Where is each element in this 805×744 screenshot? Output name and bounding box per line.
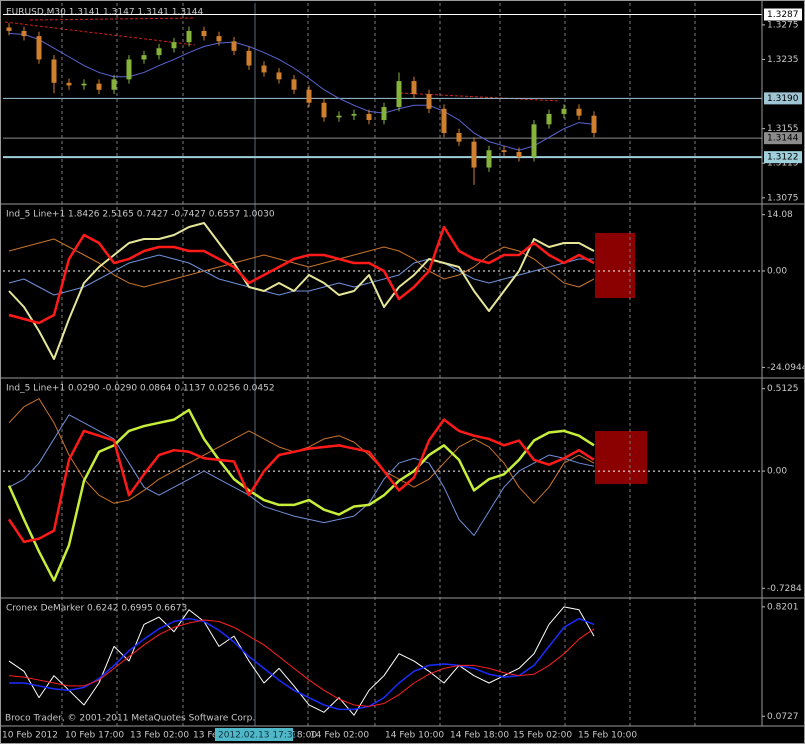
cursor-tag: [215, 728, 293, 741]
candle-body: [576, 108, 582, 116]
indicator-line: [8, 254, 594, 296]
x-tick-label: 14 Feb 10:00: [385, 731, 444, 741]
candle-body: [261, 65, 267, 73]
candle-body: [411, 81, 417, 95]
y-tick-label: 1.3155: [767, 124, 799, 134]
indicator-line: [8, 225, 595, 325]
footer: Broco Trader, © 2001-2011 MetaQuotes Sof…: [5, 714, 255, 724]
candle-body: [396, 81, 402, 108]
y-tick-label: 0.00: [767, 467, 787, 477]
y-tick-label: -24.0944: [767, 363, 805, 373]
x-tick-label: 15 Feb 10:00: [578, 731, 637, 741]
y-tick-label: 1.3275: [767, 20, 799, 30]
pane-title: Cronex DeMarker 0.6242 0.6995 0.6673: [6, 604, 187, 614]
candle-body: [276, 72, 282, 80]
x-tick-label: 14 Feb 02:00: [310, 731, 369, 741]
indicator-line: [8, 238, 595, 288]
candle-body: [531, 124, 537, 158]
level-tag: [764, 92, 802, 105]
candle-body: [561, 108, 567, 114]
level-label: 1.3287: [767, 10, 799, 20]
candle-body: [21, 30, 27, 37]
candle-body: [201, 30, 207, 37]
x-tick-label: 10 Feb 2012: [2, 731, 58, 741]
candle-body: [381, 107, 387, 120]
cursor-label: 2012.02.13 17:30: [218, 731, 299, 741]
candle-body: [216, 36, 222, 42]
candle-body: [501, 150, 507, 152]
y-tick-label: 1.3075: [767, 193, 799, 203]
candle-body: [126, 59, 132, 80]
candle-body: [486, 150, 492, 168]
candle-body: [171, 42, 177, 49]
indicator-line: [7, 418, 595, 544]
level-tag: [764, 151, 802, 164]
candle-body: [441, 108, 447, 133]
candle-body: [231, 41, 237, 51]
candle-body: [291, 79, 297, 90]
candle-body: [51, 59, 57, 83]
indicator-box: [595, 233, 635, 298]
candle-body: [366, 113, 372, 120]
candle-body: [96, 83, 102, 90]
candle-body: [306, 89, 312, 103]
candle-body: [351, 113, 357, 116]
candle-body: [336, 115, 342, 118]
trend-line: [29, 17, 196, 21]
candle-body: [246, 50, 252, 66]
candle-body: [141, 55, 147, 60]
x-tick-label: 13 Feb 02:00: [130, 731, 189, 741]
indicator-line: [8, 222, 595, 360]
level-tag: [764, 8, 802, 21]
y-tick-label: 0.0727: [767, 712, 799, 722]
candle-body: [66, 82, 72, 86]
candle-body: [546, 113, 552, 125]
indicator-line: [8, 606, 595, 716]
y-tick-label: 0.5125: [767, 384, 799, 394]
moving-average: [8, 33, 595, 151]
x-tick-label: 14 Feb 18:00: [450, 731, 509, 741]
y-tick-label: 14.08: [767, 210, 793, 220]
candle-body: [156, 48, 162, 56]
indicator-line: [8, 414, 595, 536]
indicator-box: [595, 431, 647, 484]
level-label: 1.3122: [767, 153, 799, 163]
pane-title: EURUSD,M30 1.3141 1.3147 1.3141 1.3144: [6, 8, 204, 18]
level-label: 1.3190: [767, 94, 799, 104]
candle-body: [516, 151, 522, 158]
candle-body: [471, 141, 477, 168]
y-tick-label: 1.3115: [767, 159, 799, 169]
candle-body: [591, 115, 597, 133]
pane-title: Ind_5 Line+1 1.8426 2.5165 0.7427 -0.742…: [6, 210, 275, 220]
candle-body: [186, 30, 192, 43]
candle-body: [111, 79, 117, 90]
y-tick-label: 1.3235: [767, 55, 799, 65]
candle-body: [426, 94, 432, 109]
pane-title: Ind_5 Line+1 0.0290 -0.0290 0.0864 0.113…: [6, 384, 275, 394]
indicator-line: [8, 619, 595, 707]
y-tick-label: 0.00: [767, 267, 787, 277]
trend-line: [4, 21, 196, 46]
candle-body: [81, 83, 87, 86]
candle-body: [6, 27, 12, 31]
y-tick-label: 0.8201: [767, 602, 799, 612]
candle-body: [321, 102, 327, 118]
candle-body: [36, 36, 42, 60]
indicator-line: [9, 617, 595, 711]
candle-body: [456, 132, 462, 142]
indicator-line: [7, 408, 595, 582]
x-tick-label: 15 Feb 02:00: [513, 731, 572, 741]
x-tick-label: 10 Feb 17:00: [65, 731, 124, 741]
level-tag: [764, 132, 802, 145]
y-tick-label: -0.7284: [767, 584, 802, 594]
level-label: 1.3144: [767, 134, 799, 144]
